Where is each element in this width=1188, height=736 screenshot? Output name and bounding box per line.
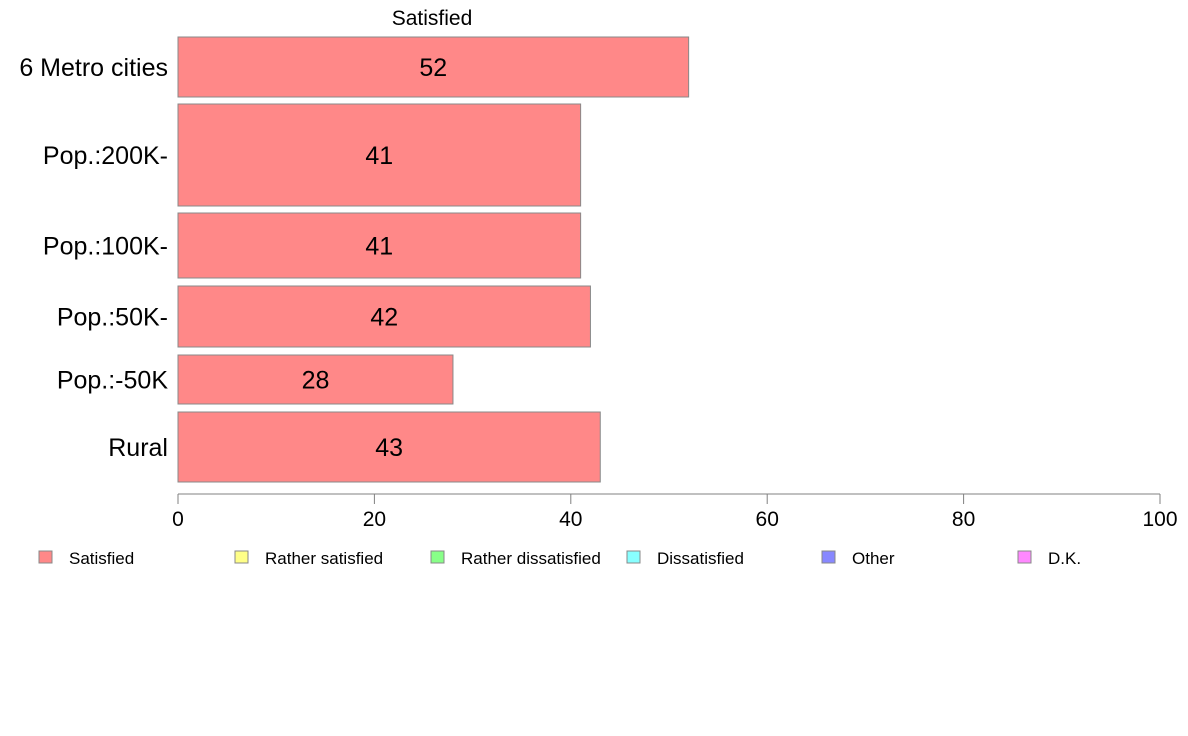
bar [177,285,591,348]
x-tick-label: 0 [172,508,184,531]
x-tick-label: 100 [1142,508,1177,531]
legend-swatch [626,550,641,564]
legend-swatch [821,550,836,564]
category-label: Pop.:100K- [43,233,168,261]
legend-label: Other [852,549,895,568]
legend-label: Dissatisfied [657,549,744,568]
x-tick-label: 60 [756,508,779,531]
category-label: Pop.:200K- [43,142,168,170]
x-tick-label: 20 [363,508,386,531]
chart-title: Satisfied [392,7,473,30]
legend-swatch [430,550,445,564]
bars-group: 52 41 41 42 28 43 [177,36,690,483]
category-label: Pop.:50K- [57,304,168,332]
legend-label: D.K. [1048,549,1081,568]
x-tick-label: 80 [952,508,975,531]
category-label: Rural [108,434,168,462]
bar-value-label: 28 [302,367,330,395]
bar-value-label: 41 [365,233,393,261]
legend-swatch [234,550,249,564]
x-axis: 0 20 40 60 80 100 [172,493,1178,531]
bar-value-label: 52 [419,54,447,82]
bar [177,354,454,405]
bar [177,411,601,483]
legend-swatch [1017,550,1032,564]
legend-label: Satisfied [69,549,134,568]
category-label: 6 Metro cities [19,54,168,82]
x-tick-label: 40 [559,508,582,531]
legend-label: Rather satisfied [265,549,383,568]
bar [177,36,690,98]
bar-value-label: 43 [375,434,403,462]
legend-label: Rather dissatisfied [461,549,601,568]
category-label: Pop.:-50K [57,367,169,395]
bar [177,103,582,207]
legend: Satisfied Rather satisfied Rather dissatis… [38,549,1081,568]
bar-value-label: 41 [365,142,393,170]
bar [177,212,582,279]
legend-swatch [38,550,53,564]
bar-value-label: 42 [370,304,398,332]
category-labels: 6 Metro cities Pop.:200K- Pop.:100K- Pop.:5… [19,54,168,462]
